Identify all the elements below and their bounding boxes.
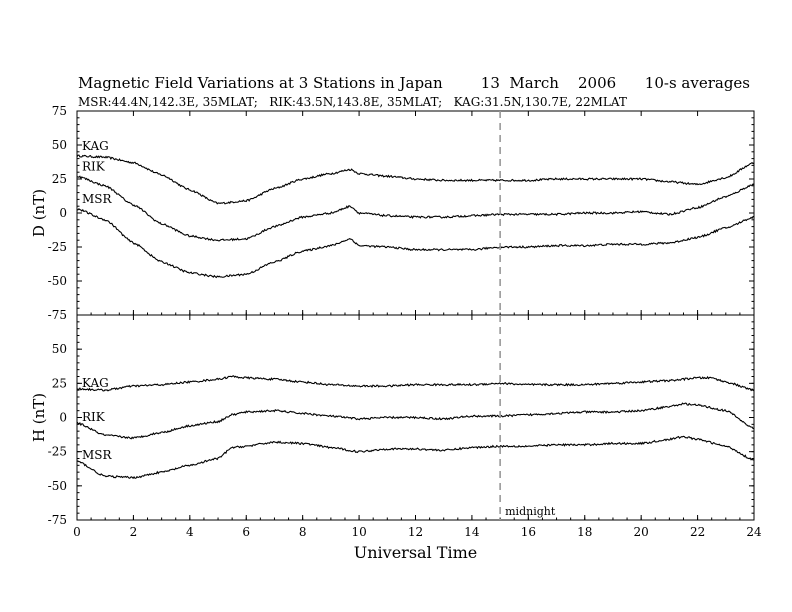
- d-ytick-label: 75: [52, 104, 67, 118]
- d-ytick-label: 0: [59, 206, 67, 220]
- x-tick-label: 18: [577, 525, 592, 539]
- h-series-label-msr: MSR: [82, 448, 113, 462]
- d-series-kag: [76, 154, 755, 205]
- d-series-label-rik: RIK: [82, 159, 106, 173]
- x-tick-label: 14: [464, 525, 480, 539]
- h-series-label-kag: KAG: [82, 376, 109, 390]
- d-series-label-msr: MSR: [82, 192, 113, 206]
- x-axis-label: Universal Time: [354, 543, 477, 562]
- overlay-layer: midnight: [499, 111, 556, 520]
- x-tick-label: 6: [242, 525, 250, 539]
- d-ytick-label: -50: [48, 274, 67, 288]
- h-series-rik: [76, 402, 755, 440]
- d-panel: -75 -50 -25 0 25 50 75 D (nT) KAG RIK MSR: [30, 104, 755, 322]
- d-ytick-label: 25: [52, 172, 67, 186]
- d-series-msr: [76, 208, 755, 279]
- x-tick-label: 2: [130, 525, 138, 539]
- x-tick-label: 10: [351, 525, 366, 539]
- d-ytick-label: -75: [48, 308, 67, 322]
- h-y-axis-label: H (nT): [30, 393, 48, 442]
- x-tick-label: 12: [408, 525, 423, 539]
- h-ytick-label: 25: [52, 376, 67, 390]
- chart-subtitle: MSR:44.4N,142.3E, 35MLAT; RIK:43.5N,143.…: [78, 95, 627, 109]
- d-ytick-label: 50: [52, 138, 67, 152]
- x-tick-label: 24: [746, 525, 762, 539]
- x-tick-label: 8: [299, 525, 307, 539]
- d-ytick-label: -25: [48, 240, 67, 254]
- x-tick-label: 16: [521, 525, 536, 539]
- x-tick-label: 22: [690, 525, 705, 539]
- h-ytick-label: -50: [48, 479, 67, 493]
- h-series-label-rik: RIK: [82, 410, 106, 424]
- x-tick-label: 20: [634, 525, 649, 539]
- d-y-axis-label: D (nT): [30, 189, 48, 237]
- d-series-label-kag: KAG: [82, 139, 109, 153]
- d-series-rik: [76, 175, 755, 242]
- h-ytick-label: 50: [52, 342, 67, 356]
- h-series-msr: [76, 435, 755, 480]
- midnight-label: midnight: [505, 505, 556, 518]
- chart-title: Magnetic Field Variations at 3 Stations …: [78, 74, 751, 92]
- h-ytick-label: 0: [59, 411, 67, 425]
- h-series-kag: [76, 375, 755, 392]
- h-ytick-label: -25: [48, 445, 67, 459]
- x-tick-label: 4: [186, 525, 194, 539]
- x-tick-label: 0: [73, 525, 81, 539]
- h-ytick-label: -75: [48, 513, 67, 527]
